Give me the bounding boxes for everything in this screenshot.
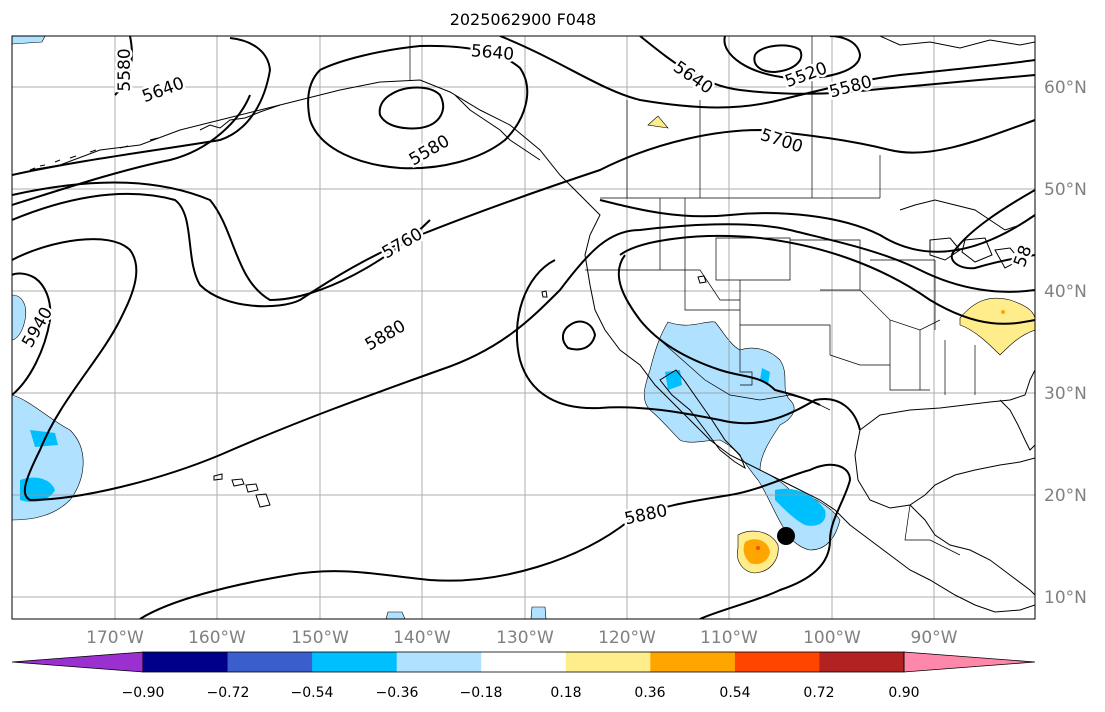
political-borders	[409, 36, 976, 556]
lat-label: 10°N	[1044, 588, 1087, 608]
colorbar-tick-label: 0.54	[719, 685, 750, 701]
colorbar-extend-min	[11, 651, 144, 673]
map-border	[11, 35, 1036, 620]
lon-label: 130°W	[496, 628, 554, 648]
colorbar-tick-label: 0.18	[550, 685, 581, 701]
colorbar-tick-label: −0.72	[207, 685, 250, 701]
lon-label: 100°W	[803, 628, 861, 648]
colorbar-segment	[650, 652, 736, 672]
lon-label: 160°W	[188, 628, 246, 648]
latitude-labels: 60°N 50°N 40°N 30°N 20°N 10°N	[1044, 78, 1087, 608]
contour-label: 5580	[115, 48, 135, 91]
colorbar-segment	[565, 652, 651, 672]
colorbar-segment	[312, 652, 398, 672]
colorbar-segment	[227, 652, 313, 672]
lon-label: 120°W	[598, 628, 656, 648]
colorbar-tick-label: 0.36	[634, 685, 665, 701]
lon-label: 90°W	[911, 628, 958, 648]
colorbar	[11, 651, 1036, 673]
lat-label: 60°N	[1044, 78, 1087, 98]
colorbar-ticks: −0.90 −0.72 −0.54 −0.36 −0.18 0.18 0.36 …	[122, 685, 920, 701]
colorbar-tick-label: −0.90	[122, 685, 165, 701]
lon-label: 140°W	[393, 628, 451, 648]
longitude-labels: 170°W 160°W 150°W 140°W 130°W 120°W 110°…	[86, 628, 958, 648]
lon-label: 150°W	[291, 628, 349, 648]
colorbar-segment	[819, 652, 905, 672]
map-frame	[11, 35, 1036, 620]
storm-position-marker	[777, 527, 795, 545]
colorbar-tick-label: −0.54	[291, 685, 334, 701]
map-title: 2025062900 F048	[449, 10, 597, 29]
contour-label: 5640	[470, 41, 515, 65]
colorbar-tick-label: 0.90	[888, 685, 919, 701]
colorbar-segment	[481, 652, 567, 672]
colorbar-extend-max	[903, 651, 1036, 673]
lat-label: 50°N	[1044, 180, 1087, 200]
colorbar-segment	[143, 652, 229, 672]
lat-label: 20°N	[1044, 486, 1087, 506]
graticule	[12, 36, 1035, 619]
colorbar-outline	[142, 651, 905, 673]
lon-label: 110°W	[700, 628, 758, 648]
colorbar-tick-label: −0.36	[376, 685, 419, 701]
colorbar-tick-label: 0.72	[803, 685, 834, 701]
lon-label: 170°W	[86, 628, 144, 648]
colorbar-segment	[396, 652, 482, 672]
lat-label: 40°N	[1044, 282, 1087, 302]
colorbar-segment	[734, 652, 820, 672]
lat-label: 30°N	[1044, 384, 1087, 404]
anomaly-shading	[12, 36, 1035, 619]
coastlines	[29, 36, 1035, 613]
height-contours	[12, 36, 1035, 619]
colorbar-tick-label: −0.18	[460, 685, 503, 701]
